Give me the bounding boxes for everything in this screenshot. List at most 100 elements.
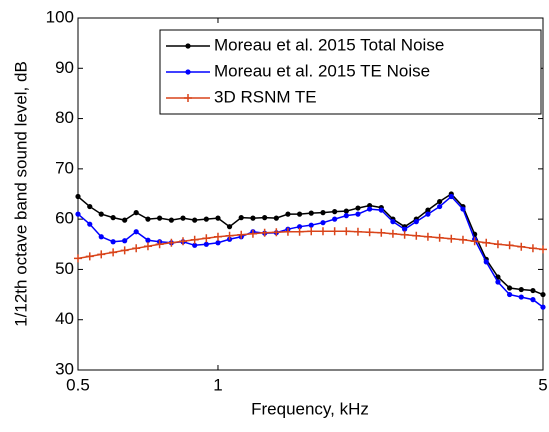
data-point — [248, 229, 257, 238]
data-point — [390, 219, 396, 225]
y-tick-label: 40 — [55, 309, 74, 328]
data-point — [225, 231, 234, 240]
data-point — [507, 285, 513, 291]
y-tick-label: 80 — [55, 108, 74, 127]
data-point — [507, 291, 513, 298]
data-point — [448, 193, 454, 200]
data-point — [539, 245, 547, 254]
legend-label: 3D RSNM TE — [214, 87, 317, 106]
data-point — [378, 207, 384, 213]
data-point — [133, 229, 139, 235]
data-point — [493, 240, 502, 249]
data-point — [540, 291, 546, 298]
data-point — [295, 227, 304, 236]
data-point — [192, 217, 198, 223]
data-point — [377, 228, 386, 237]
data-point — [458, 235, 467, 244]
data-point — [260, 228, 269, 237]
data-point — [110, 215, 116, 221]
x-tick-label: 1 — [213, 375, 222, 394]
data-point — [437, 203, 443, 210]
data-point — [307, 227, 316, 236]
data-point — [203, 241, 209, 247]
data-point — [190, 235, 199, 244]
data-point — [85, 252, 94, 261]
data-point — [367, 206, 373, 212]
x-axis-label: Frequency, kHz — [251, 399, 369, 418]
data-point — [482, 238, 491, 247]
legend-marker — [184, 94, 192, 102]
data-point — [518, 286, 524, 293]
legend-label: Moreau et al. 2015 TE Noise — [214, 61, 430, 80]
y-tick-label: 60 — [55, 209, 74, 228]
data-point — [202, 234, 211, 243]
data-point — [343, 213, 349, 219]
data-point — [470, 237, 479, 246]
data-point — [143, 242, 152, 251]
data-point — [203, 216, 209, 222]
data-point — [155, 240, 164, 249]
data-point — [132, 244, 141, 253]
data-point — [87, 221, 93, 227]
data-point — [87, 203, 93, 210]
data-point — [413, 219, 419, 225]
x-tick-label: 5 — [538, 375, 547, 394]
data-point — [320, 210, 326, 216]
data-point — [180, 215, 186, 221]
data-point — [437, 198, 443, 205]
data-point — [262, 215, 268, 221]
legend-marker — [185, 69, 191, 75]
data-point — [133, 210, 139, 216]
data-point — [518, 294, 524, 300]
data-point — [122, 217, 128, 223]
data-point — [215, 215, 221, 221]
data-point — [273, 215, 279, 221]
data-point — [353, 227, 362, 236]
data-point — [460, 206, 466, 212]
data-point — [250, 215, 256, 221]
data-point — [308, 210, 314, 216]
data-point — [74, 254, 82, 263]
y-tick-label: 90 — [55, 58, 74, 77]
data-point — [226, 224, 233, 230]
data-point — [332, 209, 338, 215]
data-point — [145, 216, 151, 222]
data-point — [320, 220, 326, 226]
y-axis-label: 1/12th octave band sound level, dB — [11, 61, 30, 327]
data-point — [495, 279, 501, 285]
data-point — [192, 242, 198, 248]
y-tick-label: 50 — [55, 259, 74, 278]
data-point — [296, 224, 303, 230]
data-point — [179, 237, 188, 246]
data-point — [332, 216, 338, 222]
data-point — [272, 228, 281, 237]
data-point — [505, 241, 514, 250]
data-point — [215, 240, 221, 246]
y-tick-label: 30 — [55, 359, 74, 378]
data-point — [285, 211, 291, 217]
data-point — [110, 239, 116, 245]
y-tick-label: 70 — [55, 158, 74, 177]
data-point — [283, 227, 292, 236]
data-point — [120, 246, 129, 255]
data-point — [330, 227, 339, 236]
legend-marker — [185, 43, 191, 49]
legend-box — [159, 29, 542, 115]
data-point — [388, 229, 397, 238]
data-point — [75, 211, 81, 217]
data-point — [355, 211, 361, 217]
data-point — [528, 244, 537, 253]
data-point — [109, 248, 118, 257]
data-point — [237, 230, 246, 239]
data-point — [308, 222, 314, 228]
data-point — [167, 238, 176, 247]
data-point — [98, 211, 104, 217]
data-point — [423, 232, 432, 241]
data-point — [530, 287, 536, 294]
data-point — [168, 217, 174, 223]
data-point — [400, 230, 409, 239]
data-point — [296, 211, 303, 217]
data-point — [425, 207, 431, 213]
y-tick-label: 100 — [46, 7, 74, 26]
